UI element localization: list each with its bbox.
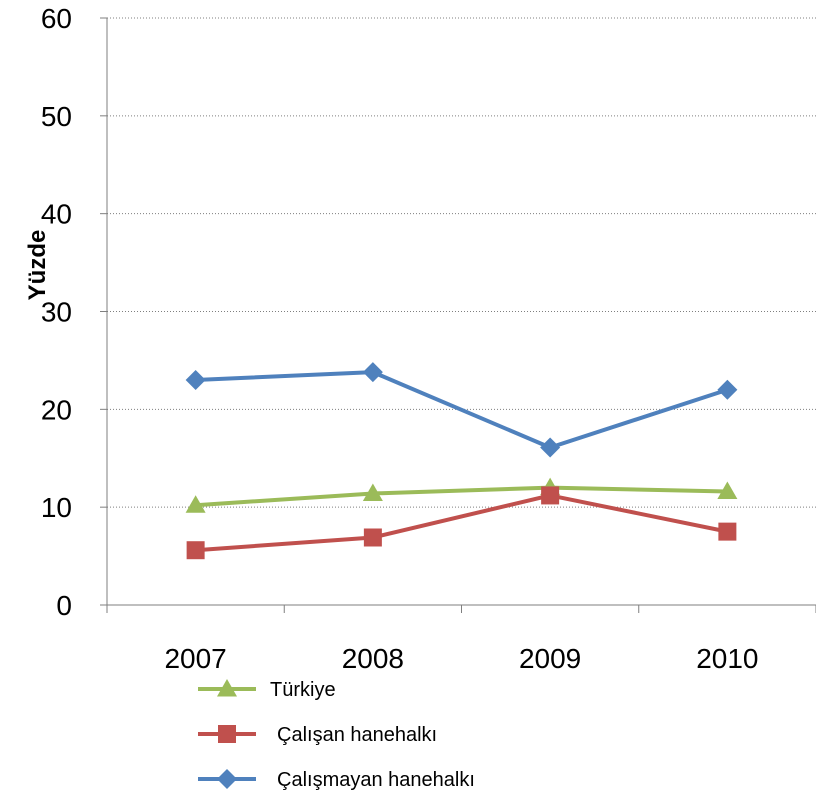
- legend: Türkiye Çalışan hanehalkı Çalışmayan haneh…: [198, 679, 475, 791]
- legend-swatch-marker: [217, 679, 237, 697]
- legend-item-2: Çalışmayan hanehalkı: [198, 769, 475, 791]
- data-point: [185, 369, 206, 390]
- axes: [100, 17, 816, 613]
- data-point: [185, 495, 206, 513]
- x-tick-label: 2010: [696, 643, 758, 674]
- legend-item-1: Çalışan hanehalkı: [198, 724, 437, 746]
- series-group: [185, 362, 738, 560]
- y-tick-label: 30: [41, 297, 72, 328]
- y-tick-label: 40: [41, 199, 72, 230]
- series-line: [195, 493, 728, 553]
- gridlines: [107, 17, 816, 508]
- series-line: [195, 370, 728, 450]
- series-2: [185, 362, 738, 458]
- series-1: [186, 486, 737, 560]
- series-line: [195, 485, 728, 508]
- y-axis-title: Yüzde: [24, 230, 51, 301]
- y-tick-label: 60: [41, 3, 72, 34]
- x-tick-label: 2009: [519, 643, 581, 674]
- data-point: [541, 486, 560, 505]
- data-point: [362, 362, 383, 383]
- data-point: [540, 437, 561, 458]
- data-point: [186, 541, 205, 560]
- data-point: [718, 522, 737, 541]
- x-tick-label: 2007: [164, 643, 226, 674]
- legend-label: Çalışmayan hanehalkı: [277, 769, 475, 791]
- y-tick-label: 20: [41, 394, 72, 425]
- y-tick-label: 0: [56, 590, 72, 621]
- x-tick-label: 2008: [342, 643, 404, 674]
- legend-swatch-marker: [217, 769, 237, 789]
- data-point: [717, 481, 738, 500]
- data-point: [717, 379, 738, 400]
- legend-label: Çalışan hanehalkı: [277, 724, 437, 746]
- y-tick-label: 50: [41, 101, 72, 132]
- legend-swatch-marker: [218, 725, 236, 743]
- y-tick-label: 10: [41, 492, 72, 523]
- data-point: [363, 528, 382, 547]
- data-point: [362, 483, 383, 501]
- legend-item-0: Türkiye: [198, 679, 336, 701]
- y-tick-labels: 0 10 20 30 40 50 60: [41, 3, 72, 621]
- x-tick-labels: 2007 2008 2009 2010: [164, 643, 758, 674]
- legend-label: Türkiye: [270, 679, 336, 701]
